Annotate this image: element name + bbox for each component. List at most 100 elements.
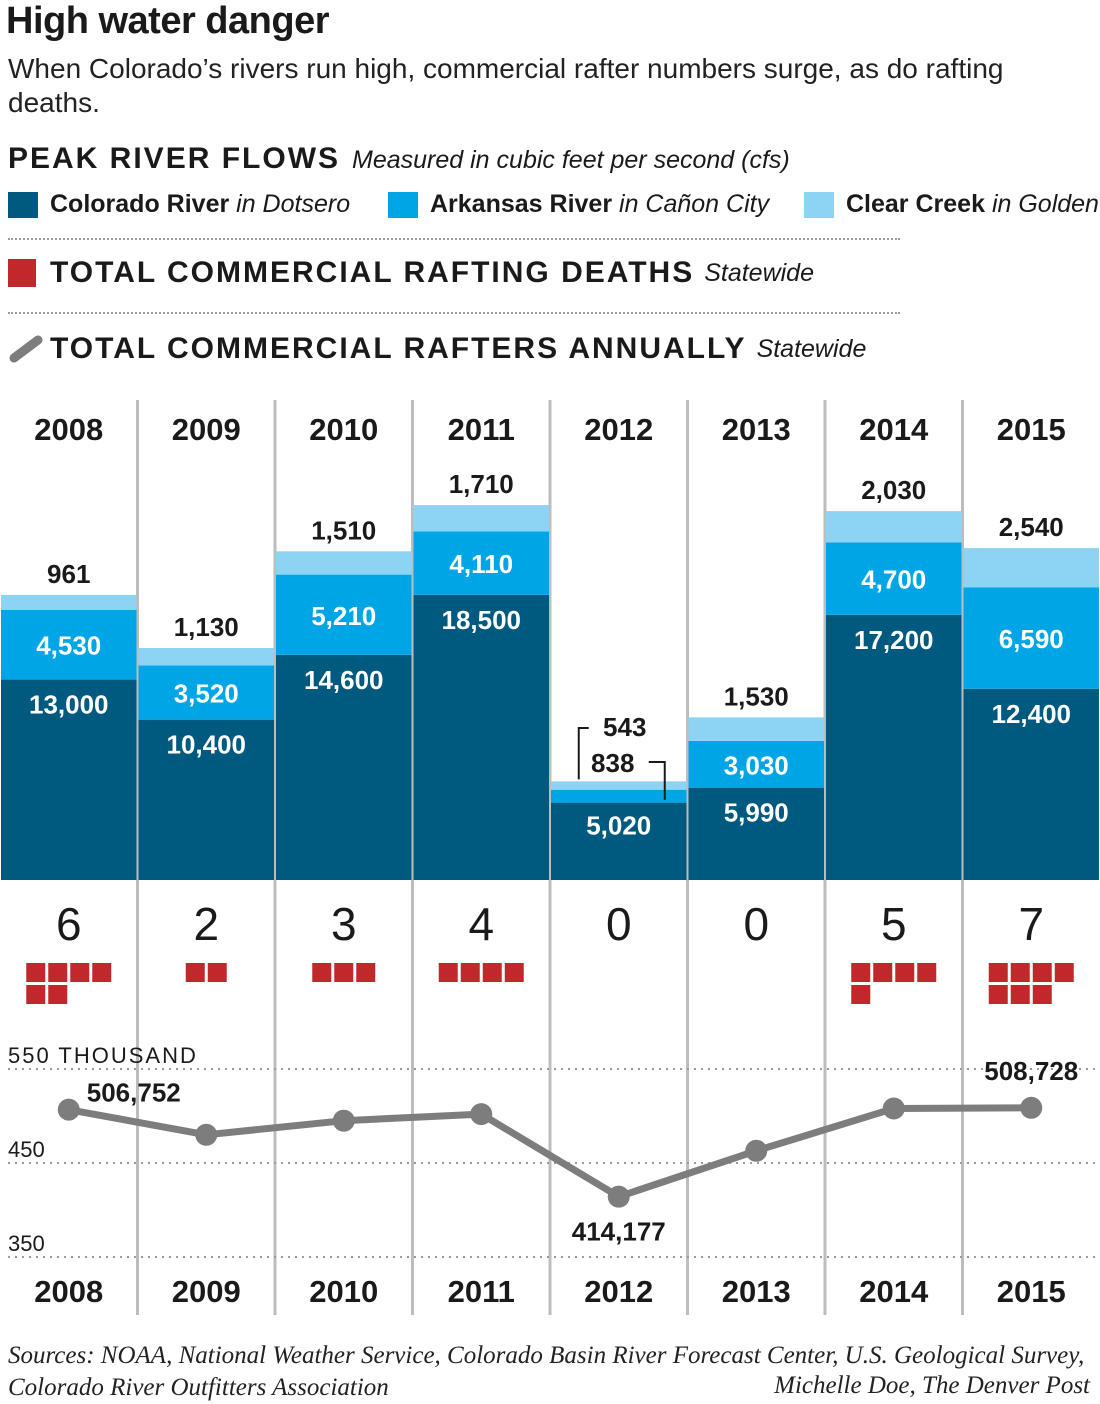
bar-label-arkansas: 838 <box>591 748 634 778</box>
death-square <box>873 963 893 982</box>
bar-segment-colorado-river <box>1 679 137 880</box>
bar-segment-clear-creek <box>963 548 1099 588</box>
deaths-count: 3 <box>331 898 357 950</box>
year-label-top: 2011 <box>448 412 515 447</box>
sources-note: Sources: NOAA, National Weather Service,… <box>8 1342 1085 1401</box>
divider-1 <box>8 238 900 240</box>
leader-line-arkansas <box>648 761 666 800</box>
y-tick-label: 550 THOUSAND <box>8 1043 198 1068</box>
bar-label-arkansas: 5,210 <box>311 601 376 631</box>
rafters-note: Statewide <box>756 334 867 363</box>
bar-label-arkansas: 3,520 <box>174 679 239 709</box>
legend-name-arkansas: Arkansas River <box>430 190 613 218</box>
death-square <box>1032 963 1052 982</box>
year-label-top: 2012 <box>584 412 653 447</box>
rafters-point-label: 414,177 <box>572 1217 666 1247</box>
bar-label-clearcreek: 2,540 <box>999 512 1064 542</box>
deaths-count: 7 <box>1018 898 1044 950</box>
main-chart: 2008200820092009201020102011201120122012… <box>1 400 1100 1315</box>
death-square <box>504 963 524 982</box>
rafters-point <box>745 1139 768 1162</box>
bar-label-clearcreek: 961 <box>47 559 90 589</box>
year-label-top: 2009 <box>172 412 241 447</box>
rafters-point-label: 506,752 <box>87 1078 181 1108</box>
year-label-top: 2008 <box>34 412 103 447</box>
legend-arkansas: Arkansas River in Cañon City <box>388 190 769 219</box>
y-tick-label: 450 <box>8 1137 45 1162</box>
legend-name-colorado: Colorado River <box>50 190 230 218</box>
year-label-bottom: 2010 <box>309 1274 378 1309</box>
bar-label-clearcreek: 543 <box>603 712 646 742</box>
bar-segment-arkansas-river <box>1 609 137 680</box>
bar-label-clearcreek: 1,710 <box>449 469 514 499</box>
bar-segment-colorado-river <box>413 594 549 880</box>
legend-swatch-clearcreek <box>804 191 834 218</box>
year-label-bottom: 2013 <box>722 1274 791 1309</box>
flows-note: Measured in cubic feet per second (cfs) <box>352 146 790 174</box>
bar-label-colorado: 13,000 <box>29 690 109 720</box>
deaths-heading: TOTAL COMMERCIAL RAFTING DEATHS <box>50 256 695 289</box>
rafters-line <box>68 1104 1032 1201</box>
year-label-bottom: 2009 <box>172 1274 241 1309</box>
year-label-top: 2014 <box>859 412 929 447</box>
bar-segment-arkansas-river <box>413 531 549 595</box>
bar-segment-clear-creek <box>826 511 962 543</box>
death-square <box>70 963 90 982</box>
legend-name-clearcreek: Clear Creek <box>846 190 985 218</box>
rafters-point <box>470 1103 493 1126</box>
year-label-bottom: 2008 <box>34 1274 103 1309</box>
death-square <box>988 963 1008 982</box>
bar-label-colorado: 18,500 <box>441 605 521 635</box>
bar-segment-arkansas-river <box>138 665 274 720</box>
bar-segment-clear-creek <box>688 717 824 741</box>
deaths-count: 0 <box>743 898 769 950</box>
death-square <box>460 963 480 982</box>
deaths-count: 6 <box>56 898 82 950</box>
death-square <box>482 963 502 982</box>
deaths-heading-row: TOTAL COMMERCIAL RAFTING DEATHS Statewid… <box>8 256 814 290</box>
bar-label-clearcreek: 1,510 <box>311 515 376 545</box>
bar-segment-clear-creek <box>1 594 137 610</box>
chart-title: High water danger <box>6 0 330 42</box>
death-square <box>988 985 1008 1004</box>
year-label-bottom: 2011 <box>448 1274 515 1309</box>
deaths-count: 0 <box>606 898 632 950</box>
death-square <box>48 985 68 1004</box>
legend-place-colorado: in Dotsero <box>236 190 351 218</box>
bar-label-arkansas: 6,590 <box>999 624 1064 654</box>
bar-label-arkansas: 4,110 <box>449 549 513 579</box>
y-tick-label: 350 <box>8 1231 45 1256</box>
chart-subtitle: When Colorado’s rivers run high, commerc… <box>8 53 1004 118</box>
death-square <box>917 963 937 982</box>
rafters-point-label: 508,728 <box>984 1056 1078 1086</box>
bar-label-arkansas: 3,030 <box>724 750 789 780</box>
credit: Michelle Doe, The Denver Post <box>774 1372 1090 1399</box>
legend-swatch-colorado <box>8 191 38 218</box>
bar-segment-arkansas-river <box>276 574 412 655</box>
deaths-count: 2 <box>193 898 219 950</box>
bar-label-colorado: 5,020 <box>586 811 651 841</box>
death-square <box>1054 963 1074 982</box>
bar-segment-arkansas-river <box>551 789 687 803</box>
bar-label-clearcreek: 1,130 <box>174 612 239 642</box>
bar-segment-clear-creek <box>413 505 549 532</box>
death-square <box>48 963 68 982</box>
rafters-heading-row: TOTAL COMMERCIAL RAFTERS ANNUALLY Statew… <box>8 332 866 366</box>
death-square <box>851 963 871 982</box>
bar-segment-arkansas-river <box>688 740 824 788</box>
legend-colorado: Colorado River in Dotsero <box>8 190 350 219</box>
bar-label-arkansas: 4,530 <box>36 631 101 661</box>
bar-segment-clear-creek <box>138 647 274 666</box>
rafters-point <box>57 1098 80 1121</box>
legend-place-arkansas: in Cañon City <box>619 190 770 218</box>
death-square <box>26 963 46 982</box>
flows-heading: PEAK RIVER FLOWS <box>8 142 341 175</box>
bar-label-colorado: 10,400 <box>166 730 246 760</box>
death-square <box>1010 985 1030 1004</box>
bar-label-clearcreek: 2,030 <box>861 475 926 505</box>
death-square <box>312 963 332 982</box>
death-square <box>207 963 227 982</box>
year-label-bottom: 2012 <box>584 1274 653 1309</box>
death-square <box>185 963 205 982</box>
death-square <box>438 963 458 982</box>
